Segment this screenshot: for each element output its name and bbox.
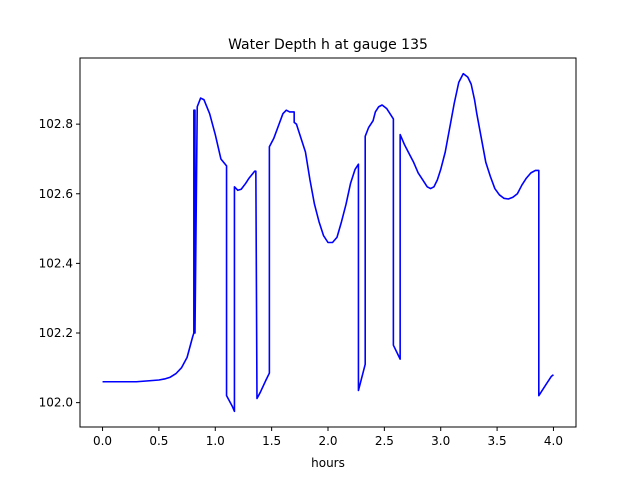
x-tick-label: 2.5	[375, 434, 394, 448]
x-tick-label: 0.0	[93, 434, 112, 448]
plot-frame	[79, 57, 577, 428]
series-layer	[102, 72, 554, 413]
y-tick-label: 102.8	[39, 117, 73, 131]
y-tick-label: 102.2	[39, 326, 73, 340]
y-tick-label: 102.0	[39, 396, 73, 410]
series-line-0	[102, 72, 554, 413]
x-tick-label: 0.5	[149, 434, 168, 448]
y-tick-label: 102.6	[39, 187, 73, 201]
x-tick-label: 1.5	[262, 434, 281, 448]
x-tick-label: 1.0	[206, 434, 225, 448]
y-ticks: 102.0 102.2 102.4 102.6 102.8	[39, 117, 80, 410]
x-tick-label: 3.0	[431, 434, 450, 448]
x-tick-label: 2.0	[318, 434, 337, 448]
x-tick-label: 3.5	[488, 434, 507, 448]
x-tick-label: 4.0	[544, 434, 563, 448]
chart-title: Water Depth h at gauge 135	[228, 37, 428, 53]
y-tick-label: 102.4	[39, 256, 73, 270]
x-ticks: 0.0 0.5 1.0 1.5 2.0 2.5 3.0 3.5 4.0	[93, 427, 563, 448]
x-axis-label: hours	[311, 456, 345, 470]
